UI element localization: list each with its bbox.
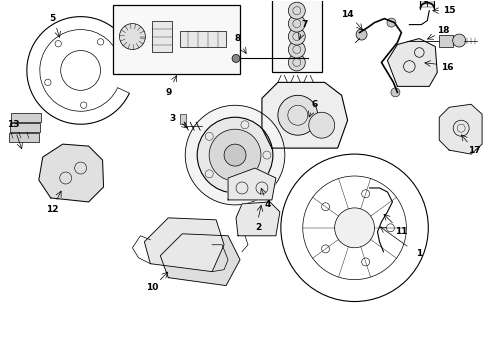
- Text: 1: 1: [415, 249, 422, 258]
- Circle shape: [288, 15, 305, 32]
- Text: 8: 8: [234, 34, 241, 43]
- Polygon shape: [144, 218, 224, 272]
- Circle shape: [288, 41, 305, 58]
- Polygon shape: [386, 39, 436, 86]
- Text: 17: 17: [467, 145, 479, 154]
- Text: 5: 5: [49, 14, 56, 23]
- Text: 6: 6: [311, 100, 317, 109]
- Circle shape: [288, 28, 305, 45]
- Circle shape: [288, 2, 305, 19]
- Circle shape: [232, 54, 240, 62]
- Polygon shape: [236, 202, 279, 236]
- Polygon shape: [438, 104, 481, 154]
- Bar: [180, 31, 225, 46]
- Text: 18: 18: [436, 26, 448, 35]
- Circle shape: [355, 29, 366, 40]
- Circle shape: [209, 129, 261, 181]
- Circle shape: [452, 34, 465, 47]
- Text: 7: 7: [301, 20, 307, 29]
- Circle shape: [185, 105, 285, 205]
- Bar: [180, 114, 186, 124]
- Polygon shape: [227, 168, 275, 200]
- Circle shape: [197, 117, 272, 193]
- Polygon shape: [39, 144, 103, 202]
- Circle shape: [224, 144, 245, 166]
- Circle shape: [386, 18, 395, 27]
- Circle shape: [277, 95, 317, 135]
- Bar: [10, 123, 40, 132]
- Circle shape: [119, 24, 145, 50]
- Text: 14: 14: [341, 10, 353, 19]
- Bar: [11, 113, 41, 122]
- Text: 4: 4: [264, 201, 270, 210]
- Polygon shape: [262, 82, 347, 148]
- Bar: [9, 133, 39, 142]
- Text: 15: 15: [442, 6, 454, 15]
- Text: 9: 9: [165, 88, 171, 97]
- Circle shape: [334, 208, 374, 248]
- Text: 11: 11: [394, 227, 407, 236]
- Circle shape: [390, 88, 399, 97]
- Circle shape: [308, 112, 334, 138]
- Bar: [152, 21, 172, 53]
- Bar: [112, 5, 240, 75]
- Text: 3: 3: [169, 114, 175, 123]
- Text: 12: 12: [46, 206, 59, 215]
- Polygon shape: [160, 234, 240, 285]
- Text: 16: 16: [440, 63, 452, 72]
- Text: 2: 2: [254, 223, 261, 232]
- Bar: [438, 35, 452, 46]
- Text: 10: 10: [146, 283, 158, 292]
- Circle shape: [288, 54, 305, 71]
- Bar: [271, 0, 321, 72]
- Text: 13: 13: [7, 120, 19, 129]
